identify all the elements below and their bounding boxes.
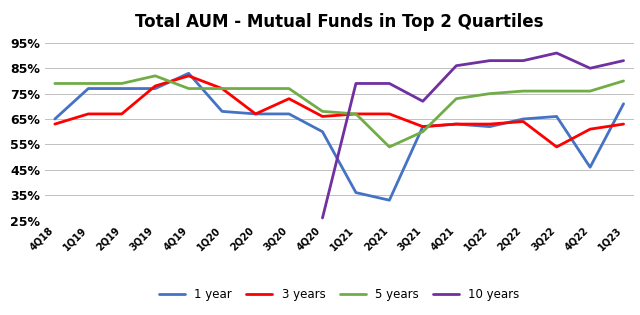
1 year: [520, 117, 527, 121]
3 years: [352, 112, 360, 116]
5 years: [84, 82, 92, 85]
1 year: [620, 102, 627, 106]
5 years: [352, 112, 360, 116]
3 years: [586, 127, 594, 131]
3 years: [51, 122, 59, 126]
1 year: [118, 87, 125, 90]
5 years: [285, 87, 293, 90]
5 years: [486, 92, 493, 95]
3 years: [218, 87, 226, 90]
3 years: [553, 145, 561, 149]
1 year: [486, 125, 493, 129]
5 years: [419, 130, 427, 134]
3 years: [385, 112, 393, 116]
1 year: [319, 130, 326, 134]
Line: 3 years: 3 years: [55, 76, 623, 147]
10 years: [620, 59, 627, 62]
5 years: [385, 145, 393, 149]
Title: Total AUM - Mutual Funds in Top 2 Quartiles: Total AUM - Mutual Funds in Top 2 Quarti…: [135, 13, 543, 31]
1 year: [51, 117, 59, 121]
3 years: [84, 112, 92, 116]
Line: 1 year: 1 year: [55, 73, 623, 200]
5 years: [218, 87, 226, 90]
3 years: [620, 122, 627, 126]
1 year: [185, 72, 193, 75]
3 years: [520, 120, 527, 123]
1 year: [218, 110, 226, 113]
3 years: [118, 112, 125, 116]
10 years: [319, 216, 326, 220]
10 years: [352, 82, 360, 85]
1 year: [586, 165, 594, 169]
1 year: [452, 122, 460, 126]
5 years: [252, 87, 259, 90]
10 years: [452, 64, 460, 68]
5 years: [118, 82, 125, 85]
5 years: [553, 89, 561, 93]
1 year: [553, 115, 561, 118]
5 years: [620, 79, 627, 83]
1 year: [152, 87, 159, 90]
1 year: [84, 87, 92, 90]
5 years: [452, 97, 460, 100]
10 years: [520, 59, 527, 62]
3 years: [452, 122, 460, 126]
Line: 5 years: 5 years: [55, 76, 623, 147]
1 year: [285, 112, 293, 116]
Legend: 1 year, 3 years, 5 years, 10 years: 1 year, 3 years, 5 years, 10 years: [154, 284, 524, 306]
5 years: [152, 74, 159, 78]
5 years: [319, 110, 326, 113]
10 years: [586, 66, 594, 70]
5 years: [51, 82, 59, 85]
5 years: [586, 89, 594, 93]
Line: 10 years: 10 years: [323, 53, 623, 218]
10 years: [553, 51, 561, 55]
1 year: [252, 112, 259, 116]
1 year: [352, 191, 360, 194]
3 years: [152, 84, 159, 88]
10 years: [486, 59, 493, 62]
5 years: [520, 89, 527, 93]
3 years: [419, 125, 427, 129]
1 year: [385, 198, 393, 202]
1 year: [419, 125, 427, 129]
10 years: [385, 82, 393, 85]
3 years: [285, 97, 293, 100]
3 years: [486, 122, 493, 126]
3 years: [319, 115, 326, 118]
3 years: [185, 74, 193, 78]
3 years: [252, 112, 259, 116]
5 years: [185, 87, 193, 90]
10 years: [419, 99, 427, 103]
